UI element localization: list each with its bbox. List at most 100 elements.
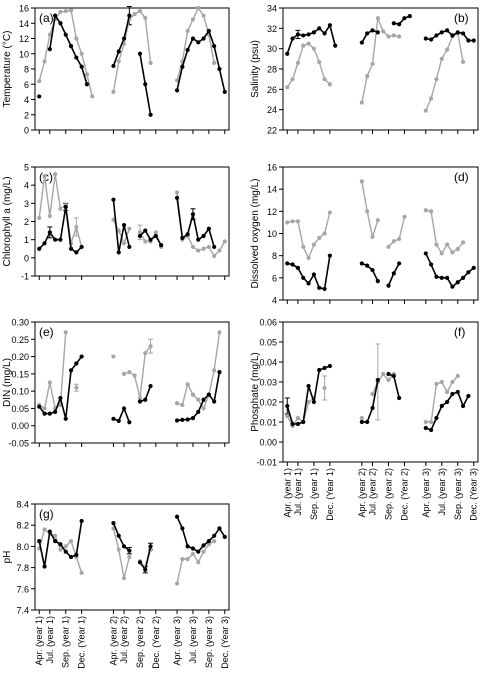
data-point-grey bbox=[68, 8, 74, 13]
data-point-black bbox=[333, 43, 338, 48]
x-tick-label: Dec. (Year 2) bbox=[151, 616, 161, 669]
data-point-grey bbox=[450, 379, 455, 385]
data-point-black bbox=[174, 418, 180, 423]
data-point-grey bbox=[295, 219, 301, 224]
data-point-grey bbox=[121, 241, 127, 246]
y-tick-label: 6 bbox=[272, 273, 277, 283]
data-point-black bbox=[295, 32, 301, 37]
data-point-black bbox=[212, 399, 217, 404]
series-line-grey bbox=[176, 540, 215, 584]
data-point-grey bbox=[42, 406, 47, 411]
data-point-black bbox=[391, 21, 396, 26]
y-tick-label: 26 bbox=[267, 85, 277, 95]
data-point-black bbox=[143, 567, 148, 572]
data-point-grey bbox=[148, 344, 153, 349]
data-point-black bbox=[455, 280, 460, 285]
data-point-black bbox=[217, 526, 222, 531]
data-point-grey bbox=[201, 549, 206, 554]
data-point-black bbox=[68, 44, 74, 49]
data-point-black bbox=[201, 397, 206, 402]
data-point-grey bbox=[444, 389, 450, 395]
panel-d: 4 6 8 10 12 14 16 Dissolved oxygen (mg/L) (d) bbox=[250, 163, 479, 306]
series-line-grey bbox=[361, 181, 379, 240]
data-point-black bbox=[212, 533, 217, 538]
data-point-black bbox=[53, 409, 58, 414]
x-tick-label: Jul. (year 1) bbox=[45, 616, 55, 664]
data-point-black bbox=[391, 271, 396, 276]
data-point-grey bbox=[68, 539, 74, 544]
data-point-grey bbox=[370, 234, 375, 239]
data-point-grey bbox=[306, 255, 311, 260]
data-point-black bbox=[327, 363, 332, 369]
data-point-grey bbox=[47, 213, 52, 219]
data-point-grey bbox=[37, 79, 42, 84]
data-point-grey bbox=[295, 415, 301, 421]
data-point-black bbox=[370, 405, 375, 411]
series-line-black bbox=[361, 379, 379, 423]
data-point-black bbox=[359, 261, 364, 266]
data-point-black bbox=[311, 399, 317, 405]
data-point-grey bbox=[290, 77, 295, 82]
data-point-grey bbox=[42, 173, 47, 179]
data-point-black bbox=[397, 22, 402, 27]
data-point-black bbox=[402, 16, 407, 21]
y-axis-label: Dissolved oxygen (mg/L) bbox=[250, 178, 261, 288]
data-point-black bbox=[159, 243, 164, 248]
data-point-black bbox=[190, 416, 196, 421]
data-point-black bbox=[196, 549, 201, 554]
y-tick-label: 1 bbox=[24, 235, 29, 245]
data-point-grey bbox=[111, 354, 116, 359]
data-point-grey bbox=[317, 235, 322, 241]
data-point-grey bbox=[190, 244, 196, 250]
data-point-black bbox=[370, 28, 375, 33]
data-point-black bbox=[407, 14, 412, 19]
data-point-grey bbox=[206, 542, 211, 547]
data-point-black bbox=[423, 36, 428, 41]
data-point-grey bbox=[217, 248, 222, 253]
data-point-black bbox=[375, 30, 380, 35]
data-point-black bbox=[143, 82, 148, 87]
data-point-grey bbox=[311, 46, 317, 51]
x-tick-label: Apr. (year 3) bbox=[421, 468, 431, 518]
data-point-black bbox=[460, 31, 466, 36]
data-point-black bbox=[153, 233, 158, 239]
data-point-grey bbox=[174, 581, 180, 586]
data-point-black bbox=[466, 270, 471, 275]
data-point-black bbox=[201, 543, 206, 548]
data-point-black bbox=[327, 23, 332, 28]
data-point-grey bbox=[127, 554, 132, 560]
data-point-black bbox=[322, 365, 327, 371]
data-point-black bbox=[58, 237, 63, 242]
data-point-grey bbox=[212, 60, 217, 65]
y-axis-label: pH bbox=[2, 551, 13, 564]
data-point-black bbox=[121, 223, 127, 228]
y-tick-label: -1 bbox=[21, 272, 29, 282]
data-point-black bbox=[471, 38, 476, 43]
data-point-black bbox=[143, 228, 148, 233]
data-point-black bbox=[429, 262, 434, 267]
data-point-black bbox=[460, 403, 466, 409]
data-point-grey bbox=[375, 218, 380, 223]
data-point-grey bbox=[127, 370, 132, 375]
y-tick-label: 2 bbox=[24, 217, 29, 227]
data-point-grey bbox=[180, 557, 185, 562]
data-point-grey bbox=[79, 51, 84, 56]
y-tick-label: 10 bbox=[267, 229, 277, 239]
data-point-black bbox=[450, 33, 455, 38]
data-point-black bbox=[58, 542, 63, 547]
x-tick-label: Sep. (year 2) bbox=[383, 468, 393, 520]
data-point-black bbox=[450, 391, 455, 397]
y-axis-label: Chlorophyll a (mg/L) bbox=[2, 176, 13, 266]
data-point-black bbox=[295, 421, 301, 427]
y-tick-label: 8 bbox=[24, 65, 29, 75]
x-tick-label: Sep. (year 3) bbox=[453, 468, 463, 520]
data-point-black bbox=[439, 275, 444, 280]
data-point-grey bbox=[206, 244, 211, 250]
data-point-grey bbox=[174, 401, 180, 406]
y-tick-label: 0 bbox=[24, 253, 29, 263]
data-point-black bbox=[47, 47, 52, 52]
data-point-black bbox=[121, 36, 127, 41]
data-point-grey bbox=[306, 399, 311, 405]
data-point-black bbox=[37, 246, 42, 251]
data-point-black bbox=[370, 267, 375, 273]
